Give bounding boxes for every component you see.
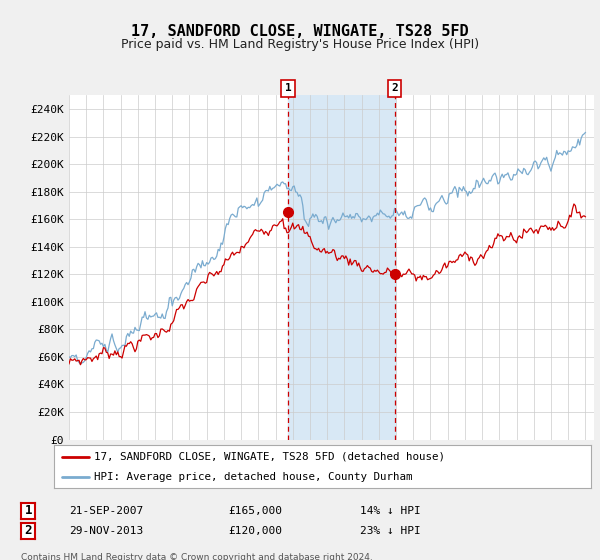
Text: Contains HM Land Registry data © Crown copyright and database right 2024.
This d: Contains HM Land Registry data © Crown c… [21,553,373,560]
Text: 2: 2 [25,524,32,538]
Text: 23% ↓ HPI: 23% ↓ HPI [360,526,421,536]
Text: £165,000: £165,000 [228,506,282,516]
Text: 17, SANDFORD CLOSE, WINGATE, TS28 5FD (detached house): 17, SANDFORD CLOSE, WINGATE, TS28 5FD (d… [94,452,445,462]
Text: £120,000: £120,000 [228,526,282,536]
Text: Price paid vs. HM Land Registry's House Price Index (HPI): Price paid vs. HM Land Registry's House … [121,38,479,50]
Bar [288,95,395,440]
Text: 2: 2 [391,83,398,94]
Text: HPI: Average price, detached house, County Durham: HPI: Average price, detached house, Coun… [94,472,413,482]
Text: 1: 1 [25,504,32,517]
Text: 21-SEP-2007: 21-SEP-2007 [69,506,143,516]
Text: 14% ↓ HPI: 14% ↓ HPI [360,506,421,516]
Text: 29-NOV-2013: 29-NOV-2013 [69,526,143,536]
Text: 17, SANDFORD CLOSE, WINGATE, TS28 5FD: 17, SANDFORD CLOSE, WINGATE, TS28 5FD [131,24,469,39]
Text: 1: 1 [284,83,292,94]
